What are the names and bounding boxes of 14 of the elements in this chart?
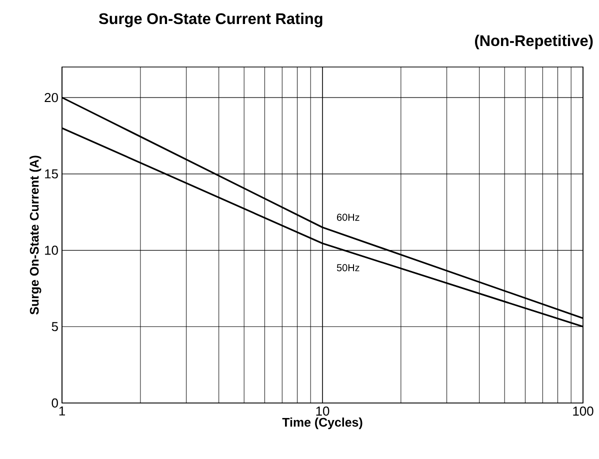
y-tick-label: 10	[45, 246, 58, 255]
chart-subtitle: (Non-Repetitive)	[475, 34, 593, 50]
series-label: 50Hz	[336, 264, 360, 272]
y-tick-label: 0	[52, 398, 58, 408]
x-tick-label: 1	[59, 406, 65, 416]
x-tick-label: 100	[573, 406, 594, 416]
y-tick-label: 5	[52, 322, 58, 332]
y-tick-label: 15	[45, 169, 58, 178]
y-axis-title: Surge On-State Current (A)	[30, 156, 42, 315]
y-tick-label: 20	[44, 92, 58, 102]
chart-title: Surge On-State Current Rating	[98, 12, 322, 28]
x-tick-label: 10	[316, 406, 330, 416]
series-label: 60Hz	[337, 214, 360, 221]
x-axis-title: Time (Cycles)	[282, 418, 362, 430]
